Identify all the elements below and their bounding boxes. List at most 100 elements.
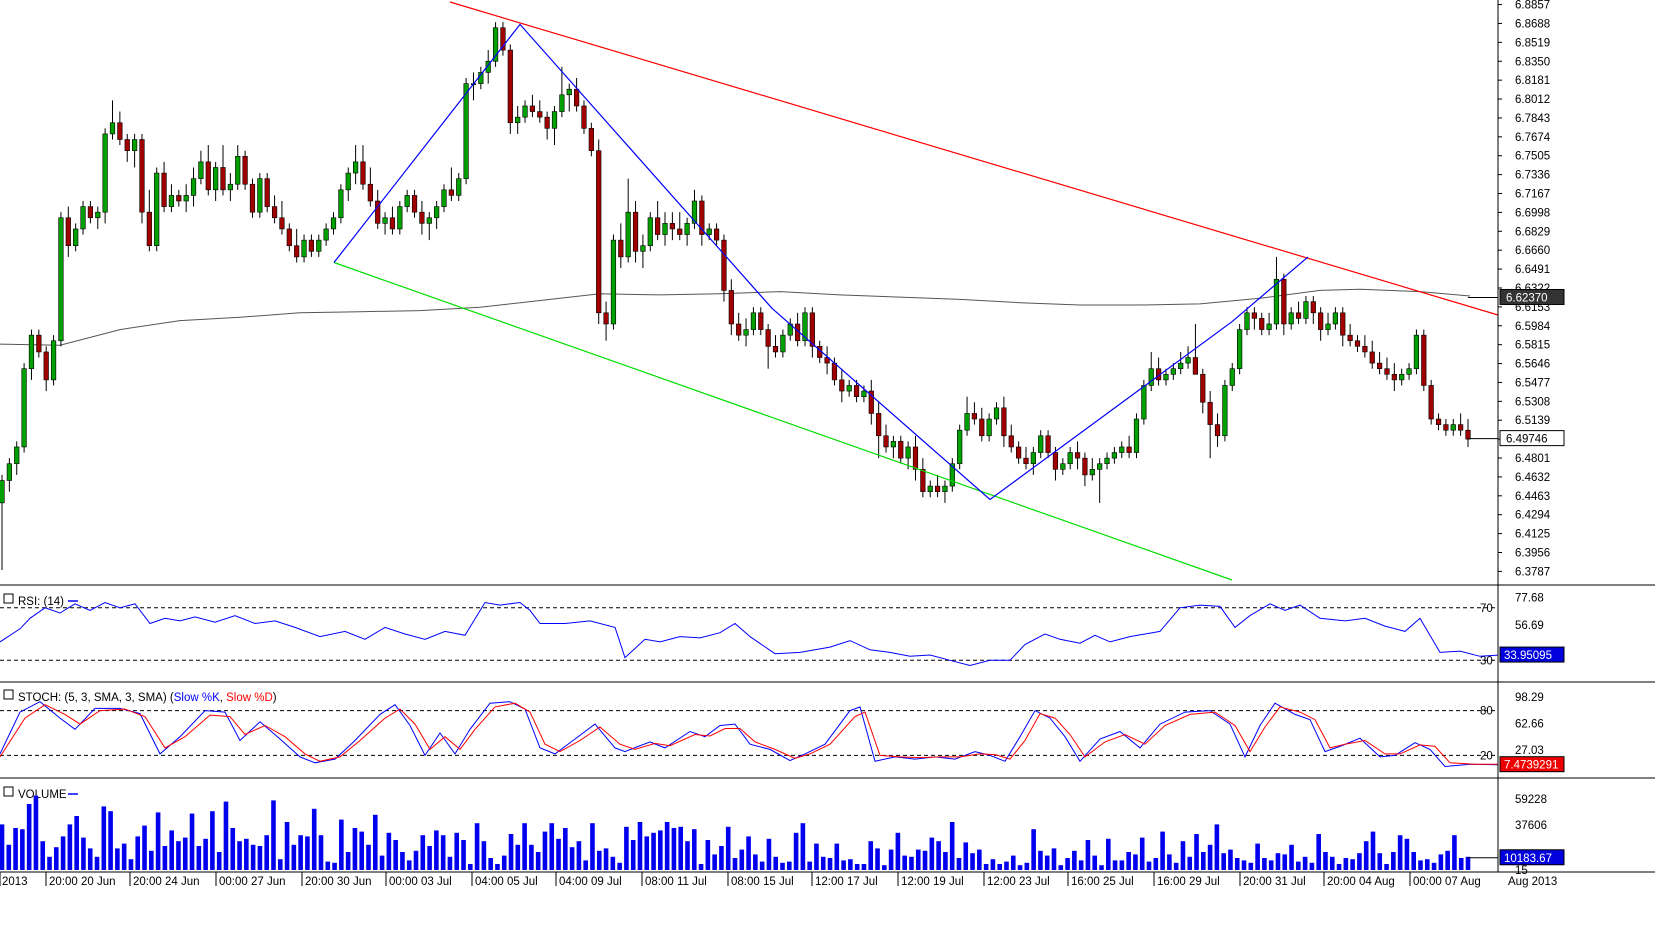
volume-bar <box>705 840 711 870</box>
volume-bar <box>522 823 527 870</box>
candle-body <box>905 446 911 459</box>
volume-bar <box>949 822 955 870</box>
volume-bar <box>352 828 358 870</box>
volume-bar <box>1004 861 1009 870</box>
candle-body <box>1303 301 1309 319</box>
price-panel[interactable]: 6.8857 6.8688 6.8519 6.8350 6.8181 6.8012 6.78… <box>0 0 1565 581</box>
candle-body <box>1450 424 1456 431</box>
volume-bar <box>20 829 25 870</box>
stoch-title-part-3: Slow %D <box>226 692 273 704</box>
volume-bar <box>1017 865 1023 870</box>
volume-bar <box>1316 834 1321 870</box>
volume-bar <box>115 848 120 870</box>
volume-bar <box>250 844 256 870</box>
candle-body <box>1178 362 1184 370</box>
x-tick-label: 00:00 27 Jun <box>219 876 286 888</box>
volume-bar <box>257 846 263 870</box>
candle-body <box>1465 429 1471 440</box>
candle-body <box>1023 457 1029 465</box>
rsi-panel[interactable]: 70 30 77.68 56.69 33.95095 RSI: (14) <box>0 593 1565 668</box>
candle-body <box>1288 312 1294 325</box>
candle-body <box>1259 318 1265 330</box>
candle-body <box>1222 385 1228 437</box>
candle-body <box>610 239 617 325</box>
volume-bar <box>936 841 941 870</box>
volume-bar <box>590 823 595 870</box>
volume-bar <box>277 859 283 870</box>
candle-body <box>1074 452 1081 459</box>
candle-body <box>920 469 926 492</box>
volume-bar <box>759 861 765 870</box>
candle-body <box>117 122 123 140</box>
candle-body <box>507 49 513 124</box>
candle-body <box>993 407 1000 420</box>
volume-bar <box>773 856 779 870</box>
current-price-box <box>1499 430 1565 447</box>
candle-body <box>301 239 307 258</box>
volume-bar <box>508 834 514 870</box>
volume-bar <box>468 864 473 870</box>
volume-bar <box>237 841 242 870</box>
volume-bar <box>47 856 52 870</box>
candle-body <box>551 111 558 129</box>
stoch-level-label: 80 <box>1480 706 1493 718</box>
price-tick-label: 6.4632 <box>1515 472 1550 484</box>
stoch-title-part-2: , <box>220 692 226 704</box>
volume-bar <box>671 828 677 870</box>
candle-body <box>132 139 138 151</box>
volume-bar <box>997 864 1002 870</box>
volume-bar <box>1065 858 1070 870</box>
candle-body <box>500 27 506 51</box>
x-tick-label: 20:00 31 Jul <box>1243 876 1306 888</box>
volume-bar <box>1105 838 1111 870</box>
volume-bar <box>990 859 996 870</box>
x-tick-label: 04:00 05 Jul <box>475 876 538 888</box>
candle-body <box>618 239 624 258</box>
candle-body <box>1435 418 1442 425</box>
volume-bar <box>1458 858 1464 870</box>
stoch-tick-label: 98.29 <box>1515 692 1544 704</box>
volume-bar <box>345 852 351 870</box>
volume-bar <box>420 835 426 870</box>
volume-bar <box>325 861 331 870</box>
candle-body <box>1391 373 1397 381</box>
candle-body <box>1170 368 1176 375</box>
candle-body <box>161 172 167 207</box>
rsi-level-label: 30 <box>1480 655 1493 667</box>
candle-body <box>1111 452 1117 459</box>
candle-body <box>456 178 462 196</box>
volume-bar <box>848 859 853 870</box>
price-tick-label: 6.7167 <box>1515 189 1550 201</box>
volume-bar <box>413 850 419 870</box>
volume-bar <box>1350 859 1355 870</box>
price-tick-label: 6.4294 <box>1515 510 1551 522</box>
rsi-series-0 <box>0 601 1499 667</box>
volume-bar <box>1221 853 1226 870</box>
candle-body <box>824 357 830 364</box>
volume-bar <box>712 854 717 870</box>
volume-bar <box>691 829 697 870</box>
candle-body <box>21 368 27 448</box>
candle-body <box>146 211 152 247</box>
volume-bar <box>1133 854 1138 870</box>
candle-body <box>1089 469 1095 476</box>
x-tick-label: 16:00 29 Jul <box>1157 876 1220 888</box>
candle-body <box>1016 446 1022 459</box>
candle-body <box>323 228 329 241</box>
volume-bar <box>1384 864 1389 870</box>
candle-body <box>264 178 270 207</box>
candle-body <box>603 312 609 325</box>
candle-body <box>971 413 978 420</box>
volume-bar <box>291 844 297 870</box>
volume-bar <box>1336 864 1342 870</box>
volume-bar <box>94 856 100 870</box>
volume-bar <box>501 855 507 870</box>
candle-body <box>772 346 779 353</box>
stochastic-panel[interactable]: 80 20 98.29 62.66 27.03 7.4739291 STOCH: (5, 3… <box>0 689 1565 773</box>
candle-body <box>1281 278 1287 325</box>
volume-bar <box>13 828 18 870</box>
volume-bar <box>915 849 921 870</box>
candle-body <box>382 217 388 224</box>
